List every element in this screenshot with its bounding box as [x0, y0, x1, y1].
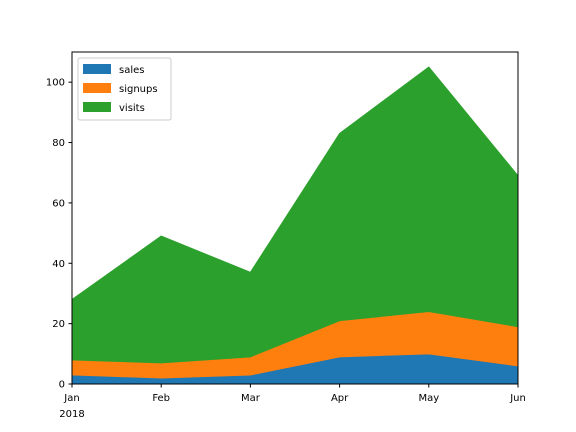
- y-tick-label: 60: [52, 198, 65, 209]
- y-tick-label: 100: [46, 78, 65, 89]
- legend: sales signups visits: [77, 57, 172, 121]
- x-axis: Jan Feb Mar Apr May Jun: [63, 384, 526, 404]
- y-tick-label: 0: [59, 380, 65, 391]
- x-tick-label: Apr: [331, 393, 349, 404]
- legend-swatch-signups: [83, 83, 111, 93]
- x-tick-label: Mar: [241, 393, 261, 404]
- area-series-group: [71, 66, 519, 385]
- legend-swatch-sales: [83, 64, 111, 74]
- legend-swatch-visits: [83, 102, 111, 112]
- y-tick-label: 40: [52, 259, 65, 270]
- x-year-label: 2018: [59, 409, 84, 420]
- legend-label-signups: signups: [119, 84, 158, 95]
- y-tick-label: 20: [52, 319, 65, 330]
- x-tick-label: Feb: [152, 393, 170, 404]
- plot-frame: [71, 51, 519, 385]
- legend-label-visits: visits: [119, 103, 145, 114]
- y-tick-label: 80: [52, 138, 65, 149]
- legend-label-sales: sales: [119, 65, 144, 76]
- x-tick-label: May: [418, 393, 439, 404]
- x-tick-label: Jun: [509, 393, 526, 404]
- y-axis: 0 20 40 60 80 100: [46, 78, 72, 391]
- x-tick-label: Jan: [63, 393, 79, 404]
